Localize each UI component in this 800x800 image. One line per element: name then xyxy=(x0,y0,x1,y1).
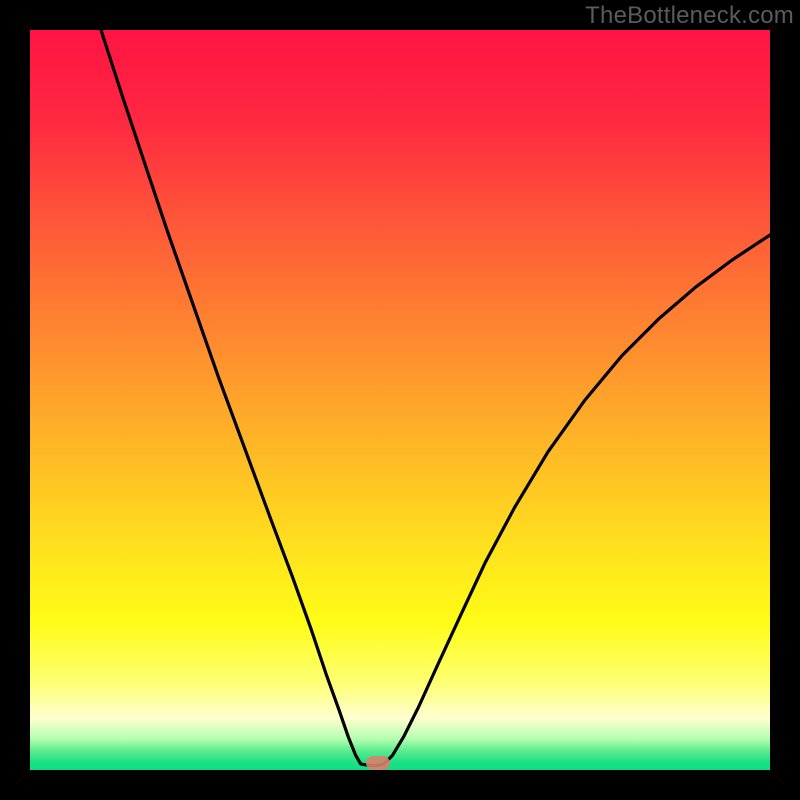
watermark-text: TheBottleneck.com xyxy=(585,2,794,30)
gradient-background-svg xyxy=(30,30,770,770)
chart-stage: TheBottleneck.com xyxy=(0,0,800,800)
optimum-marker xyxy=(366,756,390,770)
